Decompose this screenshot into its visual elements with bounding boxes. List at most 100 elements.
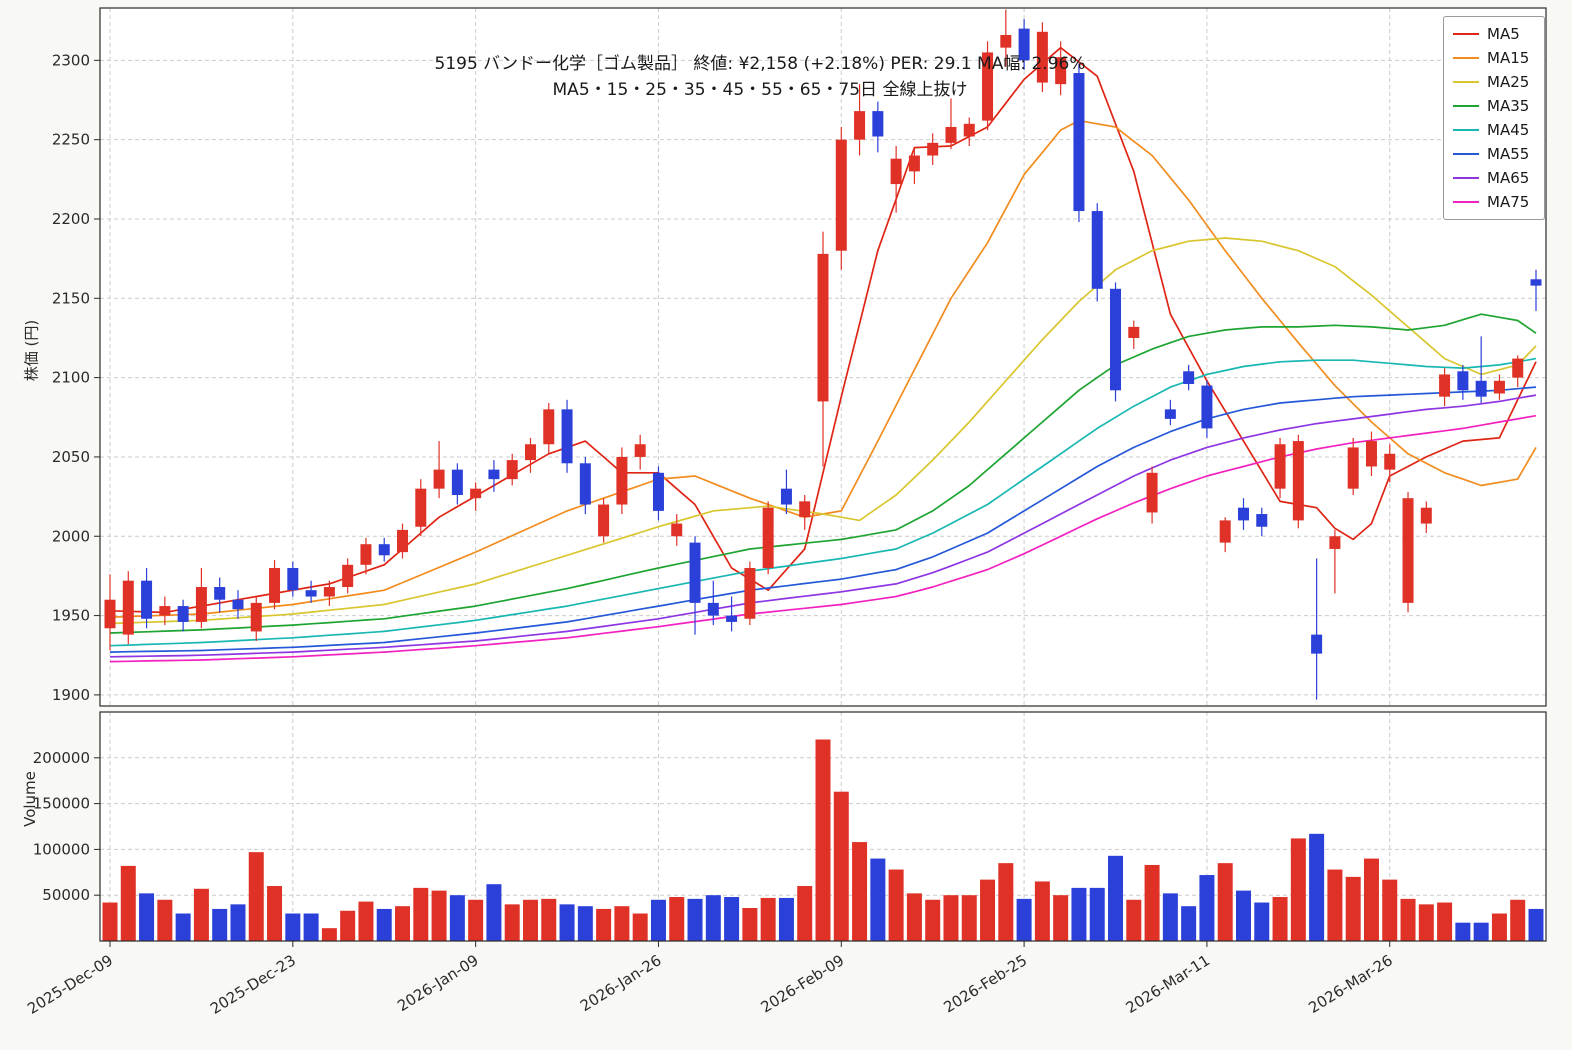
candlestick xyxy=(1073,73,1085,212)
volume-plot-border xyxy=(99,711,1547,942)
volume-bar xyxy=(778,897,794,941)
candlestick xyxy=(195,587,207,622)
volume-bar xyxy=(1309,833,1325,941)
candlestick xyxy=(817,253,829,402)
legend-label: MA55 xyxy=(1487,145,1530,163)
candlestick xyxy=(908,155,920,172)
candlestick xyxy=(1237,507,1249,521)
price-tick-label: 2150 xyxy=(52,289,90,307)
candlestick xyxy=(707,602,719,616)
date-tick-label: 2026-Mar-26 xyxy=(1305,951,1395,1017)
volume-bar xyxy=(1473,922,1489,941)
volume-bar xyxy=(468,899,484,941)
legend-line-swatch xyxy=(1453,177,1479,179)
candlestick xyxy=(451,469,463,496)
candlestick xyxy=(1018,28,1030,61)
candlestick xyxy=(232,599,244,610)
volume-bar xyxy=(175,913,191,941)
price-tick-label: 2250 xyxy=(52,131,90,149)
candlestick xyxy=(269,567,281,603)
volume-tick-label: 200000 xyxy=(33,749,90,767)
candlestick xyxy=(1530,279,1542,286)
volume-bar xyxy=(815,739,831,941)
date-tick-label: 2026-Mar-11 xyxy=(1123,951,1213,1017)
candlestick xyxy=(1420,507,1432,524)
volume-bar xyxy=(852,842,868,941)
volume-bar xyxy=(431,890,447,941)
volume-bar xyxy=(139,893,155,941)
volume-bar xyxy=(742,908,758,941)
candlestick xyxy=(1402,498,1414,603)
candlestick xyxy=(214,587,226,600)
volume-bar xyxy=(1272,897,1288,941)
candlestick xyxy=(470,488,482,499)
volume-bar xyxy=(1199,875,1215,941)
candlestick xyxy=(1512,358,1524,378)
candlestick xyxy=(1365,441,1377,467)
volume-bar xyxy=(267,886,283,941)
candlestick xyxy=(579,463,591,505)
legend-item-ma5: MA5 xyxy=(1453,22,1535,46)
volume-bar xyxy=(596,908,612,941)
candlestick xyxy=(616,456,628,505)
volume-bar xyxy=(870,858,886,941)
volume-bar xyxy=(650,899,666,941)
ma-line-ma55 xyxy=(109,386,1537,653)
candlestick xyxy=(1201,385,1213,429)
legend-line-swatch xyxy=(1453,57,1479,59)
candlestick xyxy=(415,488,427,527)
volume-bar xyxy=(193,888,209,941)
volume-bar xyxy=(1290,838,1306,941)
volume-bar xyxy=(1162,893,1178,941)
candlestick xyxy=(122,580,134,635)
volume-bar xyxy=(833,791,849,941)
legend-item-ma15: MA15 xyxy=(1453,46,1535,70)
legend-label: MA75 xyxy=(1487,193,1530,211)
candlestick xyxy=(433,469,445,489)
candlestick xyxy=(104,599,116,629)
volume-bar xyxy=(614,906,630,941)
candlestick xyxy=(543,409,555,445)
candlestick xyxy=(671,523,683,537)
volume-bar xyxy=(1400,898,1416,941)
candlestick xyxy=(524,444,536,461)
candlestick xyxy=(488,469,500,480)
candlestick xyxy=(1347,447,1359,489)
price-tick-label: 1950 xyxy=(52,607,90,625)
volume-bar xyxy=(449,895,465,941)
volume-bar xyxy=(1528,908,1544,941)
volume-bar xyxy=(669,897,685,941)
volume-bar xyxy=(1071,887,1087,941)
candlestick xyxy=(1128,326,1140,338)
candlestick xyxy=(506,460,518,480)
volume-bar xyxy=(230,904,246,941)
legend-line-swatch xyxy=(1453,129,1479,131)
volume-bars xyxy=(102,739,1544,941)
candlestick xyxy=(1329,536,1341,549)
ma-line-ma65 xyxy=(109,394,1537,658)
candlestick xyxy=(360,544,372,565)
volume-bar xyxy=(705,895,721,941)
legend-item-ma45: MA45 xyxy=(1453,118,1535,142)
candlestick xyxy=(799,501,811,518)
volume-bar xyxy=(797,886,813,941)
candlestick xyxy=(250,602,262,632)
volume-bar xyxy=(1217,863,1233,941)
candlestick xyxy=(1036,31,1048,83)
candlestick xyxy=(835,139,847,251)
volume-bar xyxy=(724,897,740,941)
date-tick-label: 2026-Jan-26 xyxy=(577,951,665,1015)
volume-bar xyxy=(1510,899,1526,941)
candlestick xyxy=(1439,374,1451,397)
volume-bar xyxy=(1016,898,1032,941)
volume-bar xyxy=(1181,906,1197,941)
volume-bar xyxy=(961,895,977,941)
candlestick xyxy=(1274,444,1286,489)
volume-bar xyxy=(888,869,904,941)
price-tick-label: 2200 xyxy=(52,210,90,228)
volume-bar xyxy=(1437,902,1453,941)
volume-bar xyxy=(413,887,429,941)
volume-bar xyxy=(632,913,648,941)
legend-label: MA65 xyxy=(1487,169,1530,187)
